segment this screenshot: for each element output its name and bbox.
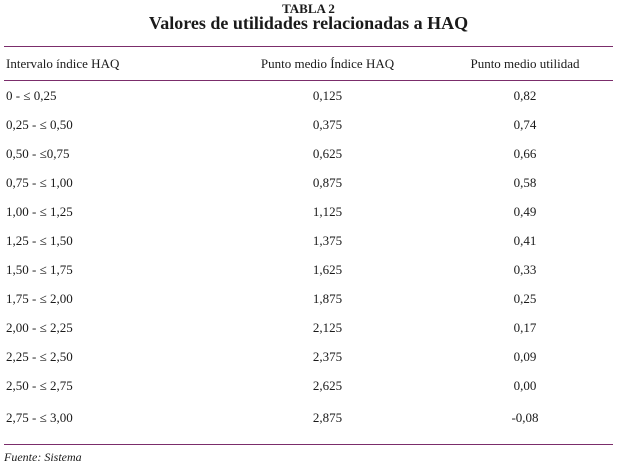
- cell-utility-midpoint: 0,41: [513, 233, 537, 248]
- cell-utility-midpoint: 0,00: [513, 378, 537, 393]
- header-interval: Intervalo índice HAQ: [6, 56, 120, 71]
- cell-haq-midpoint: 1,125: [312, 204, 343, 219]
- table-row: 0 - ≤ 0,25 0,125 0,82: [0, 88, 617, 117]
- table-row: 1,00 - ≤ 1,25 1,125 0,49: [0, 204, 617, 233]
- cell-haq-midpoint: 1,875: [312, 291, 343, 306]
- cell-utility-midpoint: -0,08: [511, 410, 539, 425]
- cell-haq-midpoint: 0,625: [312, 146, 343, 161]
- cell-utility-midpoint: 0,82: [513, 88, 537, 103]
- table-title: Valores de utilidades relacionadas a HAQ: [148, 13, 469, 33]
- cell-utility-midpoint: 0,17: [513, 320, 537, 335]
- cell-interval: 0,75 - ≤ 1,00: [6, 175, 73, 190]
- table-source: Fuente: Sistema: [4, 450, 82, 464]
- table-row: 0,50 - ≤0,75 0,625 0,66: [0, 146, 617, 175]
- table-body: 0 - ≤ 0,25 0,125 0,82 0,25 - ≤ 0,50 0,375 0,7…: [0, 88, 617, 439]
- cell-haq-midpoint: 0,875: [312, 175, 343, 190]
- cell-interval: 2,50 - ≤ 2,75: [6, 378, 73, 393]
- header-haq-midpoint: Punto medio Índice HAQ: [260, 56, 395, 71]
- cell-interval: 2,25 - ≤ 2,50: [6, 349, 73, 364]
- table-row: 2,25 - ≤ 2,50 2,375 0,09: [0, 349, 617, 378]
- table-row: 1,25 - ≤ 1,50 1,375 0,41: [0, 233, 617, 262]
- cell-interval: 1,25 - ≤ 1,50: [6, 233, 73, 248]
- cell-interval: 2,00 - ≤ 2,25: [6, 320, 73, 335]
- cell-haq-midpoint: 1,375: [312, 233, 343, 248]
- cell-haq-midpoint: 2,375: [312, 349, 343, 364]
- table-row: 0,75 - ≤ 1,00 0,875 0,58: [0, 175, 617, 204]
- table-row: 2,00 - ≤ 2,25 2,125 0,17: [0, 320, 617, 349]
- cell-haq-midpoint: 0,375: [312, 117, 343, 132]
- cell-utility-midpoint: 0,58: [513, 175, 537, 190]
- header-rule: [4, 80, 613, 81]
- top-rule: [4, 46, 613, 47]
- table-row: 1,75 - ≤ 2,00 1,875 0,25: [0, 291, 617, 320]
- cell-utility-midpoint: 0,09: [513, 349, 537, 364]
- table-row: 0,25 - ≤ 0,50 0,375 0,74: [0, 117, 617, 146]
- cell-interval: 1,00 - ≤ 1,25: [6, 204, 73, 219]
- cell-interval: 0,50 - ≤0,75: [6, 146, 70, 161]
- cell-interval: 0,25 - ≤ 0,50: [6, 117, 73, 132]
- table-row: 2,75 - ≤ 3,00 2,875 -0,08: [0, 410, 617, 439]
- cell-haq-midpoint: 1,625: [312, 262, 343, 277]
- cell-utility-midpoint: 0,25: [513, 291, 537, 306]
- table-row: 2,50 - ≤ 2,75 2,625 0,00: [0, 378, 617, 407]
- cell-haq-midpoint: 2,625: [312, 378, 343, 393]
- cell-utility-midpoint: 0,74: [513, 117, 537, 132]
- cell-utility-midpoint: 0,66: [513, 146, 537, 161]
- header-utility-midpoint: Punto medio utilidad: [470, 56, 580, 71]
- cell-interval: 1,75 - ≤ 2,00: [6, 291, 73, 306]
- cell-interval: 0 - ≤ 0,25: [6, 88, 57, 103]
- cell-haq-midpoint: 2,125: [312, 320, 343, 335]
- cell-haq-midpoint: 2,875: [312, 410, 343, 425]
- cell-utility-midpoint: 0,49: [513, 204, 537, 219]
- table-label: TABLA 2: [282, 1, 335, 16]
- cell-interval: 2,75 - ≤ 3,00: [6, 410, 73, 425]
- cell-utility-midpoint: 0,33: [513, 262, 537, 277]
- bottom-rule: [4, 444, 613, 445]
- cell-haq-midpoint: 0,125: [312, 88, 343, 103]
- cell-interval: 1,50 - ≤ 1,75: [6, 262, 73, 277]
- table-row: 1,50 - ≤ 1,75 1,625 0,33: [0, 262, 617, 291]
